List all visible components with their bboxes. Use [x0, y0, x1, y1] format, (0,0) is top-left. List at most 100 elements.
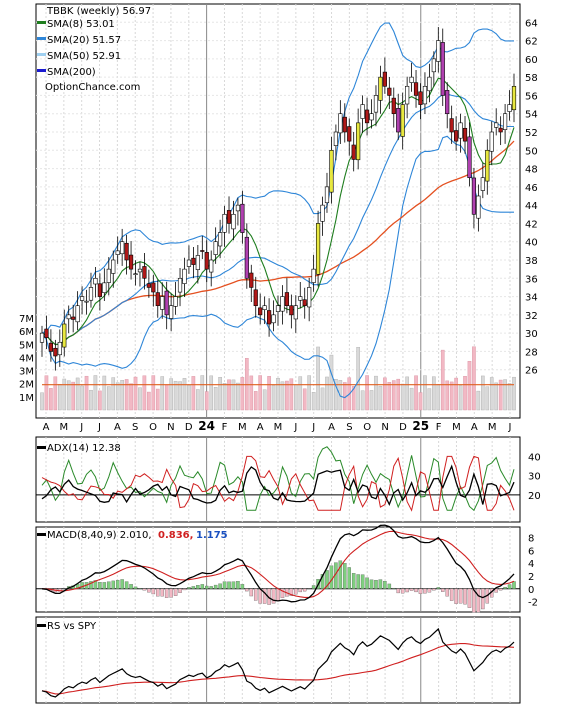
- candle-body: [422, 85, 428, 105]
- y-tick-label: 34: [525, 293, 538, 304]
- volume-bar: [369, 390, 374, 411]
- x-tick-label: F: [222, 422, 228, 433]
- volume-bar: [58, 384, 62, 411]
- volume-bar: [329, 354, 334, 411]
- macd-histogram-bar: [405, 588, 409, 593]
- price-frame: [35, 3, 521, 419]
- candle-body: [454, 130, 459, 142]
- macd-histogram-bar: [102, 582, 107, 589]
- volume-bar: [391, 380, 396, 411]
- y-tick-label: 50: [525, 146, 538, 157]
- macd-histogram-bar: [133, 586, 138, 589]
- candle-body: [405, 85, 410, 105]
- candle-body: [347, 126, 352, 142]
- candle-body: [173, 296, 178, 307]
- candle-body: [275, 305, 281, 312]
- volume-bar: [129, 383, 133, 411]
- x-tick-label: A: [471, 422, 478, 433]
- volume-bar: [285, 380, 289, 411]
- candle-body: [440, 42, 445, 96]
- volume-bar: [120, 379, 124, 411]
- candle-body: [62, 323, 67, 348]
- x-tick-label: A: [328, 422, 335, 433]
- macd-histogram-bar: [156, 588, 160, 597]
- macd-histogram-bar: [147, 588, 151, 593]
- macd-histogram-bar: [258, 588, 262, 604]
- volume-bar: [387, 382, 392, 411]
- candle-body: [266, 310, 272, 325]
- y-tick-label: 54: [525, 110, 538, 121]
- candle-body: [364, 109, 370, 124]
- candle-body: [489, 131, 494, 152]
- legend-swatch-sma200: [37, 69, 46, 72]
- volume-bar: [111, 377, 116, 411]
- volume-bar: [334, 379, 338, 411]
- candle-body: [57, 341, 62, 356]
- candle-body: [84, 300, 89, 303]
- x-tick-label: J: [293, 422, 297, 433]
- volume-bar: [498, 379, 503, 411]
- volume-bar: [204, 391, 209, 411]
- macd-y-tick: -2: [528, 598, 538, 609]
- candle-body: [164, 290, 169, 316]
- macd-histogram-bar: [507, 584, 512, 589]
- volume-bar: [84, 375, 89, 411]
- candle-body: [240, 203, 245, 233]
- candle-body: [471, 177, 477, 215]
- volume-bar: [383, 377, 387, 411]
- macd-histogram-bar: [365, 577, 369, 589]
- macd-histogram-bar: [414, 588, 418, 593]
- candle-body: [93, 277, 98, 285]
- volume-bar: [138, 387, 142, 411]
- candle-body: [244, 236, 249, 279]
- volume-bar: [374, 375, 378, 411]
- volume-bar: [267, 376, 271, 411]
- legend-swatch-sma8: [37, 21, 46, 24]
- x-tick-label: A: [114, 422, 121, 433]
- x-tick-label: M: [452, 422, 461, 433]
- rs-title: RS vs SPY: [47, 621, 97, 632]
- macd-histogram-bar: [227, 581, 231, 589]
- candle-body: [66, 314, 71, 320]
- candle-body: [97, 283, 102, 297]
- candle-body: [169, 305, 174, 319]
- candle-body: [427, 76, 432, 92]
- macd-line: [41, 524, 515, 603]
- macd-histogram-bar: [89, 581, 93, 589]
- volume-bar: [258, 375, 262, 411]
- grid-lines: [36, 4, 520, 703]
- volume-bar: [155, 388, 160, 411]
- candle-body: [507, 104, 512, 112]
- macd-histogram-bar: [512, 581, 516, 589]
- y-tick-label: 32: [525, 311, 538, 322]
- legend-sma20: SMA(20) 51.57: [47, 35, 121, 46]
- x-tick-label: N: [167, 422, 174, 433]
- candle-body: [436, 40, 441, 62]
- y-tick-label: 42: [525, 219, 538, 230]
- macd-histogram-bar: [231, 581, 236, 589]
- volume-bar: [311, 392, 316, 411]
- rs-line: [41, 627, 515, 698]
- volume-bar: [66, 380, 71, 411]
- y-tick-label: 30: [525, 329, 538, 340]
- volume-tick-label: 5M: [19, 340, 34, 351]
- macd-histogram-bar: [249, 588, 254, 597]
- volume-bar: [40, 392, 44, 411]
- rs-swatch: [37, 624, 46, 627]
- y-tick-label: 36: [525, 274, 538, 285]
- macd-swatch: [37, 533, 46, 536]
- volume-bar: [449, 381, 454, 411]
- volume-bar: [218, 377, 222, 411]
- volume-bar: [147, 391, 151, 411]
- macd-histogram-bar: [329, 565, 334, 589]
- candle-body: [378, 76, 383, 101]
- bollinger-upper: [41, 22, 514, 334]
- macd-y-tick: 8: [528, 533, 534, 544]
- y-tick-label: 38: [525, 256, 538, 267]
- candle-body: [431, 58, 436, 73]
- macd-histogram-bar: [240, 584, 245, 589]
- volume-bar: [463, 376, 467, 411]
- volume-bar: [400, 383, 405, 411]
- legend-sma8: SMA(8) 53.01: [47, 19, 115, 30]
- y-tick-label: 40: [525, 238, 538, 249]
